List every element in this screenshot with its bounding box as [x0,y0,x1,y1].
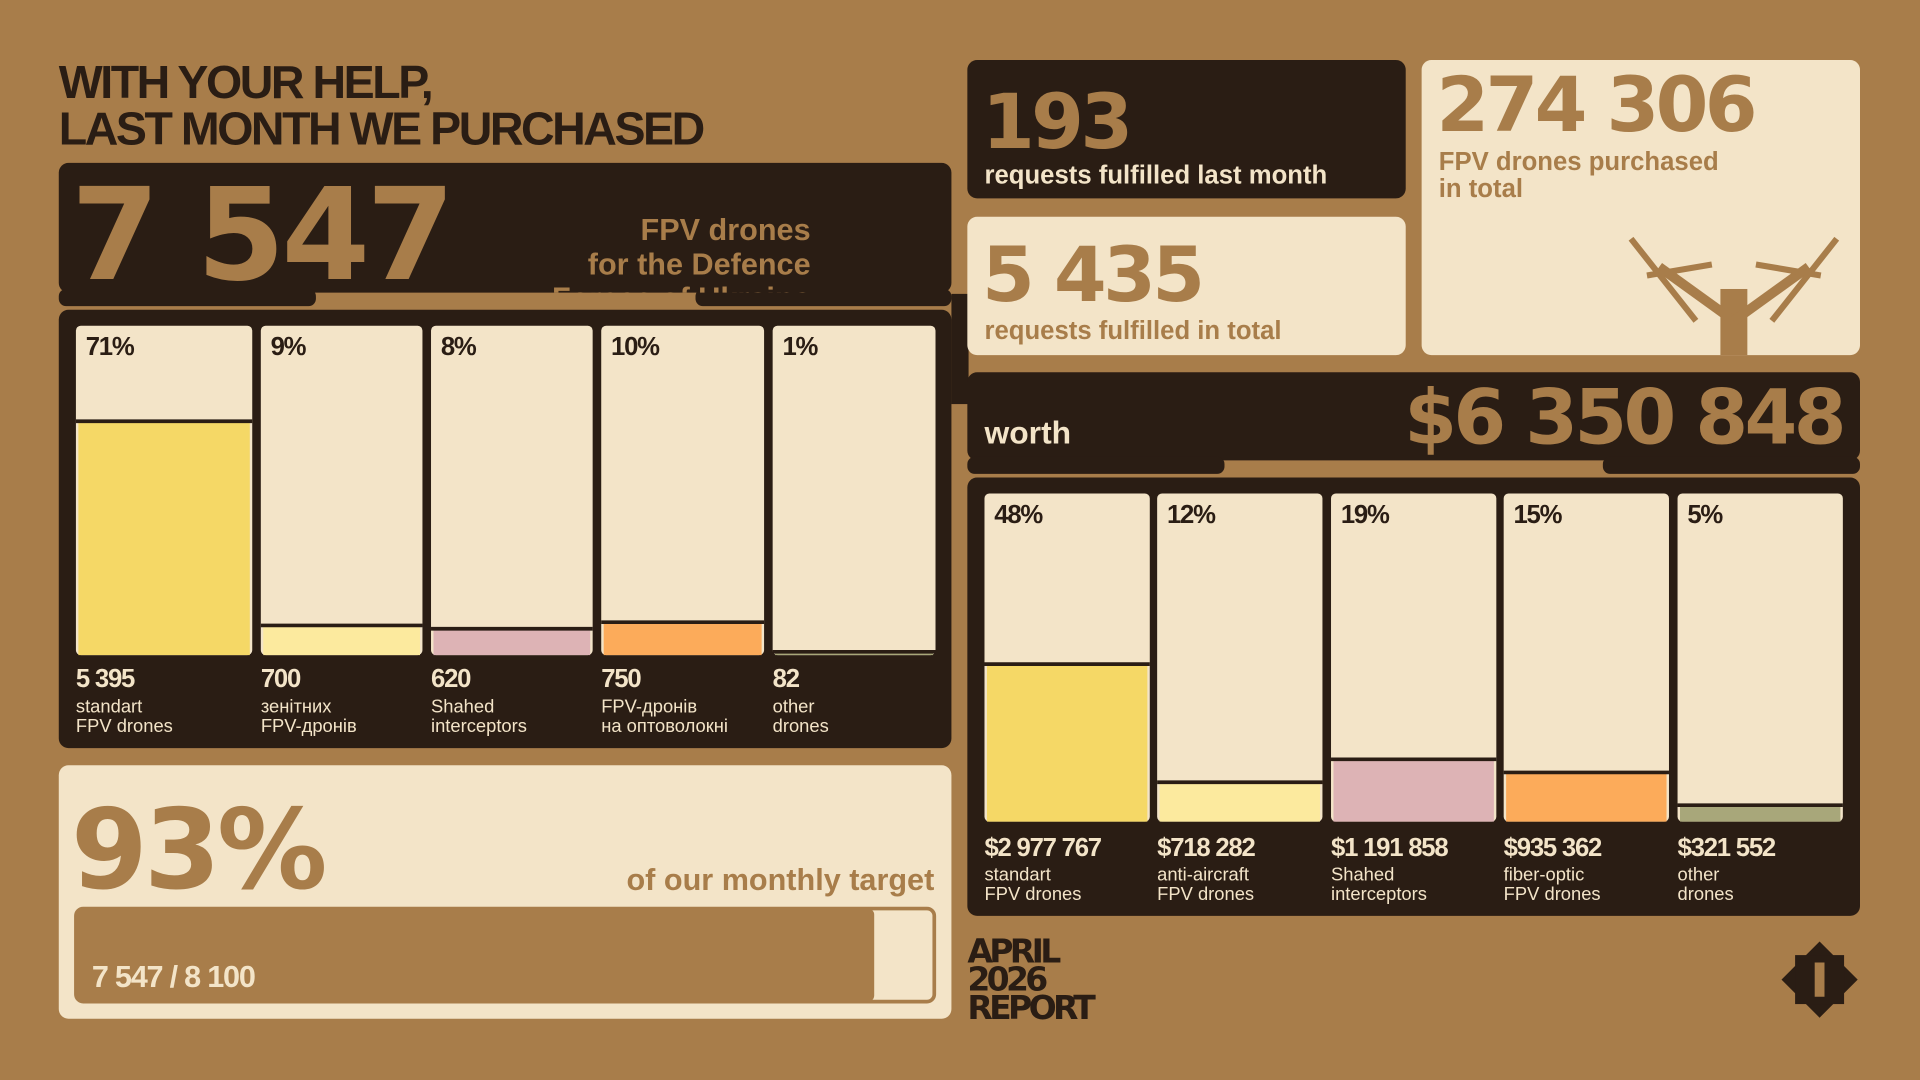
bar [1159,782,1320,822]
requests-total-value: 5 435 [982,231,1201,319]
value-label: 5% [1687,501,1723,529]
category-label: FPV drones [984,883,1081,904]
bar [1333,759,1494,822]
value-label: 10% [611,333,660,361]
drones-total-caption: FPV drones purchased [1439,148,1719,176]
value-label: 71% [86,333,135,361]
value-label: 9% [271,333,307,361]
amount-label: $718 282 [1157,834,1255,862]
category-label: FPV-дронів [261,715,357,736]
category-label: other [773,696,815,717]
amount-label: 700 [261,665,301,693]
category-label: interceptors [431,715,527,736]
bar [1680,805,1841,822]
category-label: interceptors [1331,883,1427,904]
amount-label: 750 [601,665,641,693]
progress-label: 7 547 / 8 100 [92,960,255,994]
category-label: FPV drones [1157,883,1254,904]
worth-label: worth [983,414,1071,450]
connector [951,293,969,405]
panel [967,372,1860,461]
amount-label: 5 395 [76,665,135,693]
tab [695,288,952,307]
bar [986,664,1148,822]
value-label: 8% [441,333,477,361]
value-label: 1% [782,333,818,361]
column [1157,493,1323,822]
bar [78,421,250,656]
drone-icon [1628,236,1840,356]
column [260,325,423,656]
category-label: зенітних [261,696,332,717]
category-label: FPV drones [76,715,173,736]
panel [967,216,1406,356]
category-label: anti-aircraft [1157,863,1249,884]
target-caption: of our monthly target [626,863,934,897]
amount-label: $321 552 [1678,834,1776,862]
column [431,325,593,656]
drones-total-value: 274 306 [1436,61,1754,149]
category-label: other [1678,863,1720,884]
column [1677,493,1843,822]
value-label: 15% [1513,501,1562,529]
bar [603,622,762,656]
column [1331,493,1497,822]
amount-label: 620 [431,665,471,693]
amount-label: $935 362 [1504,834,1602,862]
column [772,325,936,656]
column [601,325,765,656]
column [1503,493,1669,822]
progress-fill [75,908,875,1002]
category-label: Shahed [1331,863,1394,884]
purchased-value: 7 547 [71,162,451,310]
value-label: 12% [1167,501,1216,529]
logo [1781,941,1858,1018]
requests-total-caption: requests fulfilled in total [984,317,1281,345]
requests-month-value: 193 [982,78,1129,166]
bar [263,625,420,656]
category-label: drones [1678,883,1734,904]
category-label: на оптоволокні [601,715,728,736]
amount-label: $1 191 858 [1331,834,1448,862]
title: WITH YOUR HELP, [59,56,431,108]
purchased-caption: FPV drones [641,213,811,247]
amount-label: 82 [773,665,800,693]
category-label: drones [773,715,829,736]
footer: 2026 [967,960,1047,999]
category-label: fiber-optic [1504,863,1585,884]
title: LAST MONTH WE PURCHASED [59,102,704,154]
panel [1421,60,1860,356]
category-label: standart [984,863,1050,884]
footer: APRIL [967,931,1061,970]
footer: REPORT [967,988,1096,1027]
panel [58,162,952,293]
category-label: FPV-дронів [601,696,697,717]
purchased-caption: for the Defence [588,247,811,281]
category-label: Shahed [431,696,494,717]
panel [967,60,1406,199]
category-label: FPV drones [1504,883,1601,904]
tab [967,456,1225,474]
tab [58,288,316,307]
requests-month-caption: requests fulfilled last month [984,162,1327,190]
value-label: 48% [994,501,1043,529]
target-value: 93% [71,786,324,914]
worth-value: $6 350 848 [1404,373,1843,461]
bar [1506,772,1667,822]
category-label: standart [76,696,142,717]
value-label: 19% [1341,501,1390,529]
amount-label: $2 977 767 [984,834,1101,862]
purchased-caption: Forces of Ukraine [552,282,811,316]
bar [433,628,591,656]
drones-total-caption: in total [1439,175,1523,203]
tab [1602,456,1860,474]
